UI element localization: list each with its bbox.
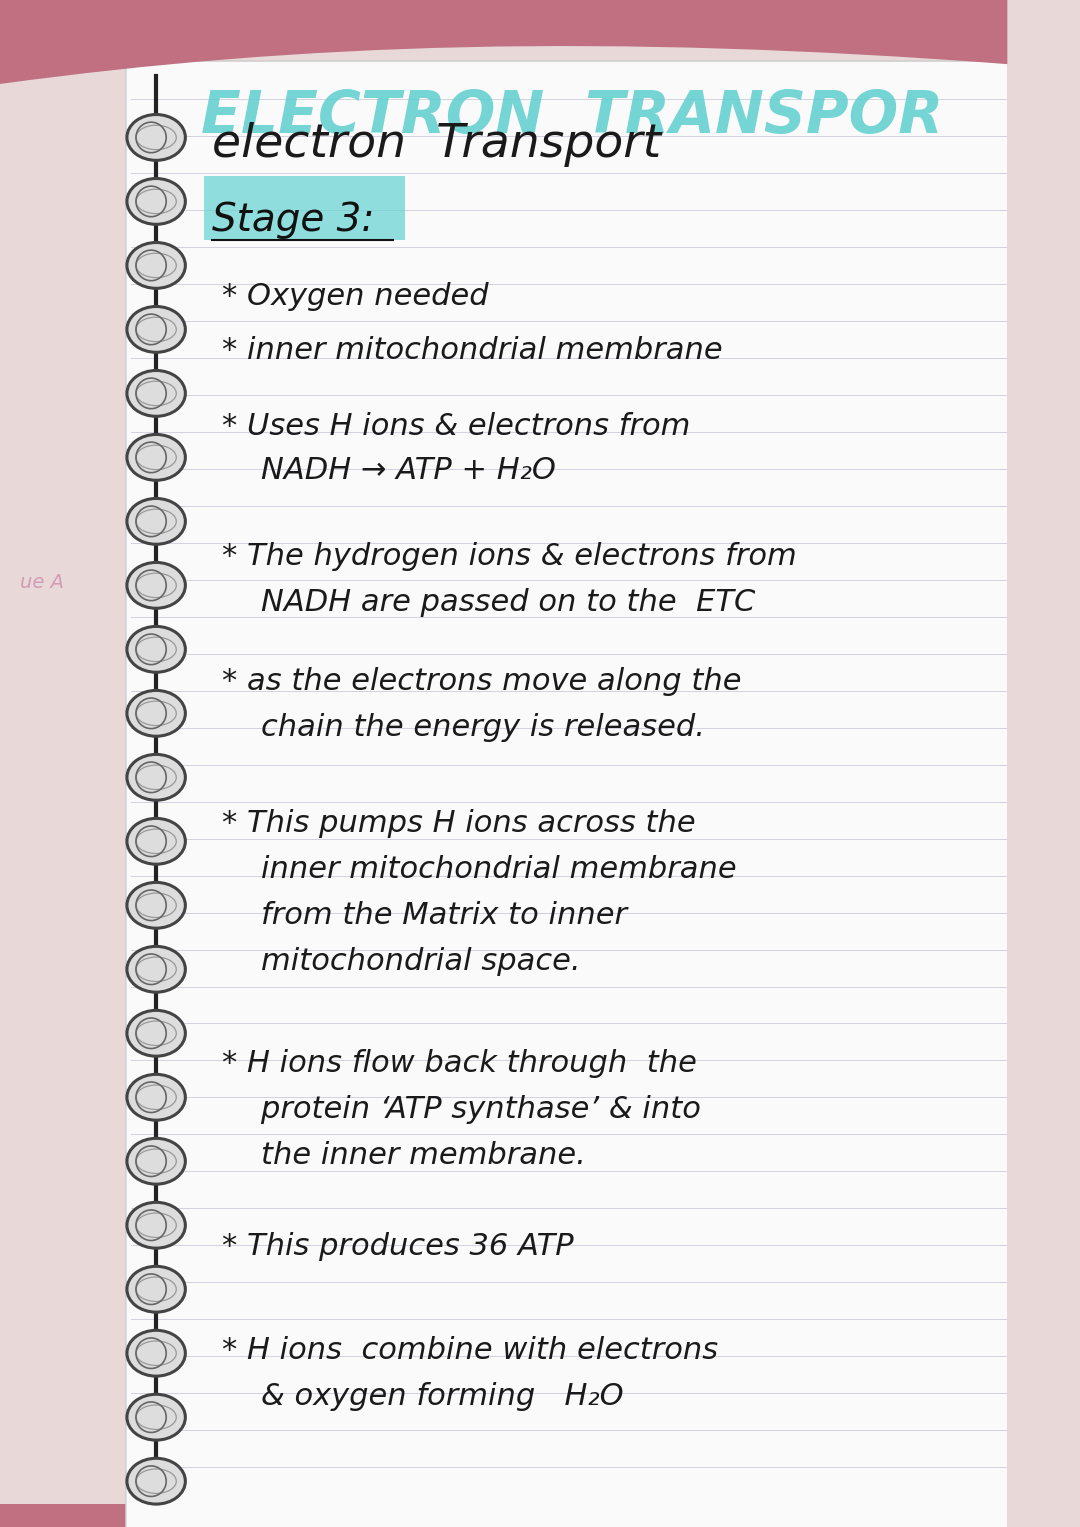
Text: ue A: ue A [21,573,64,592]
Text: * H ions flow back through  the: * H ions flow back through the [221,1049,697,1078]
Ellipse shape [127,690,186,736]
FancyBboxPatch shape [126,61,1012,1527]
Text: from the Matrix to inner: from the Matrix to inner [221,901,626,930]
Ellipse shape [127,1394,186,1440]
Text: Stage 3:: Stage 3: [212,200,374,238]
Ellipse shape [127,498,186,544]
Ellipse shape [127,307,186,353]
Ellipse shape [127,243,186,289]
Text: NADH are passed on to the  ETC: NADH are passed on to the ETC [221,588,755,617]
Ellipse shape [127,818,186,864]
Text: * Oxygen needed: * Oxygen needed [221,282,488,312]
Text: * This pumps H ions across the: * This pumps H ions across the [221,809,696,838]
Ellipse shape [127,1458,186,1504]
Ellipse shape [127,435,186,481]
Text: * as the electrons move along the: * as the electrons move along the [221,667,741,696]
Text: * Uses H ions & electrons from: * Uses H ions & electrons from [221,412,690,441]
Ellipse shape [127,115,186,160]
Text: * H ions  combine with electrons: * H ions combine with electrons [221,1336,718,1365]
Ellipse shape [127,947,186,993]
FancyBboxPatch shape [204,176,405,240]
Ellipse shape [127,1266,186,1312]
Text: the inner membrane.: the inner membrane. [221,1141,585,1170]
Ellipse shape [127,626,186,672]
Text: mitochondrial space.: mitochondrial space. [221,947,580,976]
Text: * The hydrogen ions & electrons from: * The hydrogen ions & electrons from [221,542,796,571]
Ellipse shape [127,1330,186,1376]
FancyBboxPatch shape [0,1504,1008,1527]
Text: * inner mitochondrial membrane: * inner mitochondrial membrane [221,336,723,365]
Text: protein ‘ATP synthase’ & into: protein ‘ATP synthase’ & into [221,1095,701,1124]
Ellipse shape [127,1138,186,1183]
Text: ELECTRON  TRANSPOR: ELECTRON TRANSPOR [202,89,944,145]
Ellipse shape [127,371,186,417]
Text: & oxygen forming   H₂O: & oxygen forming H₂O [221,1382,623,1411]
Ellipse shape [127,1011,186,1057]
Ellipse shape [127,883,186,928]
Ellipse shape [127,754,186,800]
Ellipse shape [127,562,186,608]
Text: electron  Transport: electron Transport [212,122,661,168]
Text: chain the energy is released.: chain the energy is released. [221,713,704,742]
Ellipse shape [127,1075,186,1121]
Text: inner mitochondrial membrane: inner mitochondrial membrane [221,855,737,884]
Text: NADH → ATP + H₂O: NADH → ATP + H₂O [221,457,555,486]
Ellipse shape [127,1202,186,1248]
Ellipse shape [127,179,186,224]
PathPatch shape [0,0,1008,84]
Text: * This produces 36 ATP: * This produces 36 ATP [221,1232,573,1261]
